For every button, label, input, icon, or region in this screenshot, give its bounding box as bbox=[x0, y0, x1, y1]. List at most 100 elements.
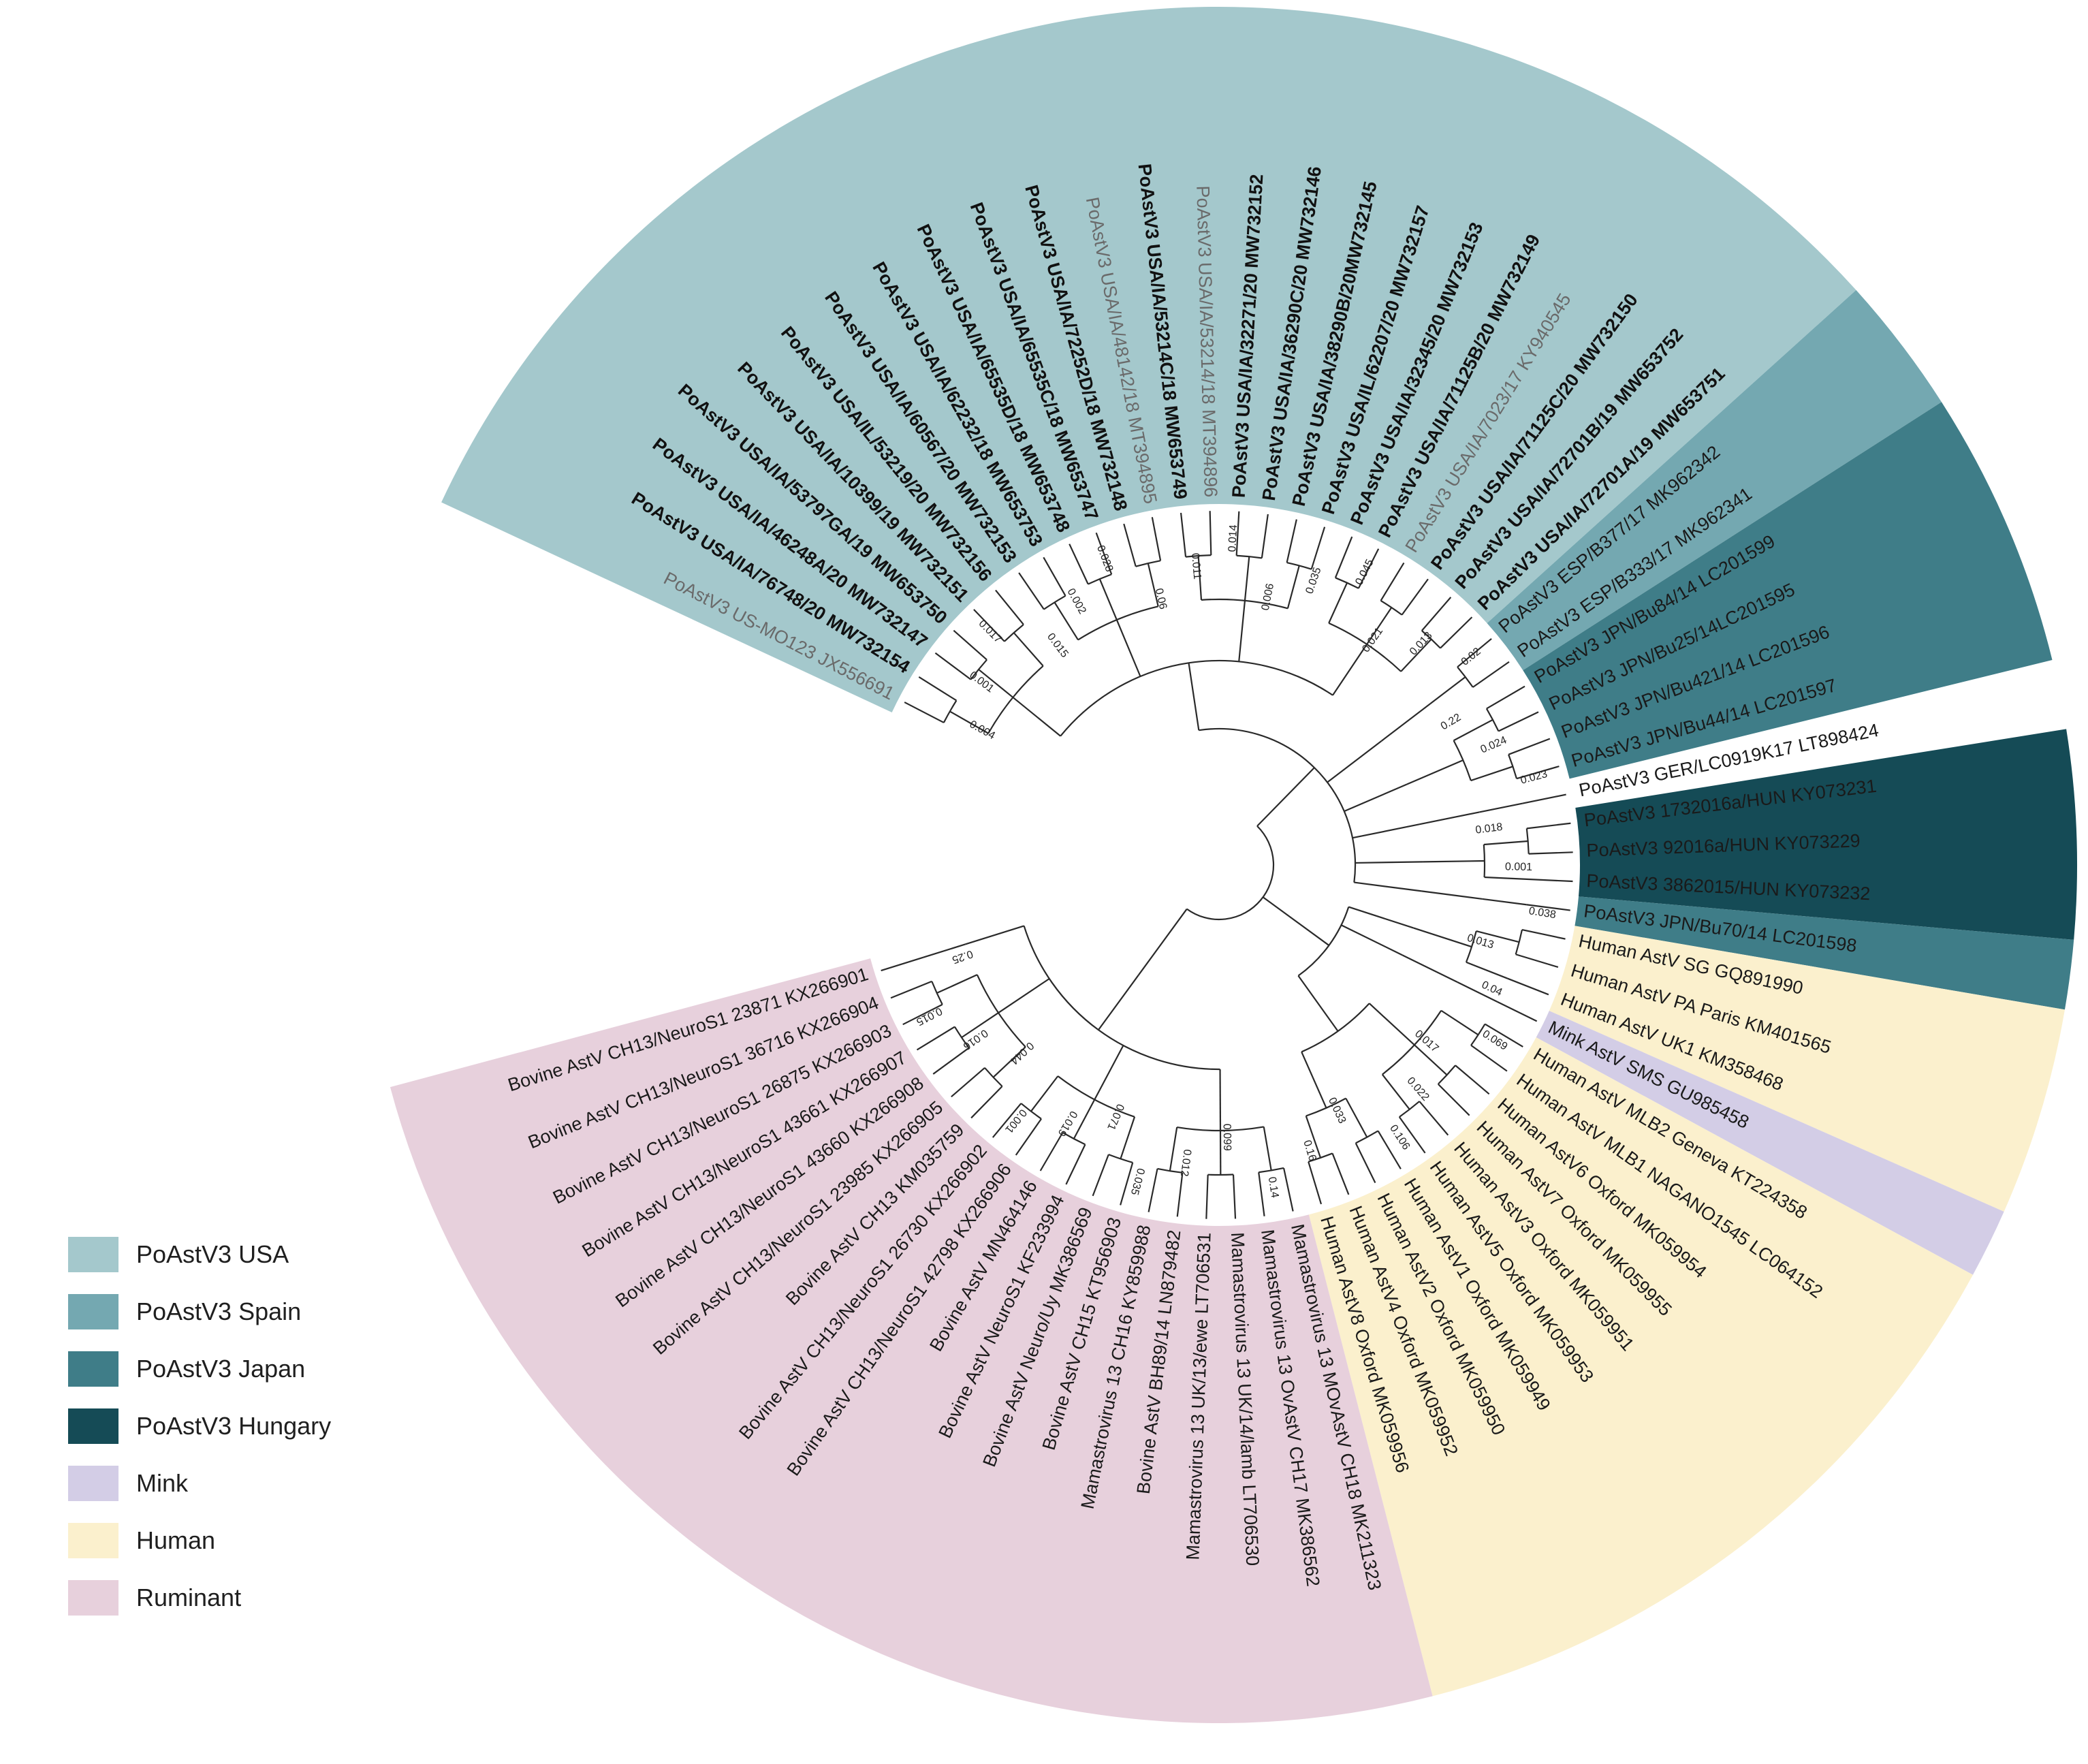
tree-branch bbox=[1148, 1168, 1158, 1212]
tree-node-arc bbox=[1421, 630, 1441, 649]
tree-branch bbox=[1169, 1127, 1178, 1171]
tree-branch bbox=[1030, 1075, 1059, 1112]
tree-branch bbox=[1238, 600, 1246, 662]
tree-node-arc bbox=[1077, 605, 1158, 641]
tree-branch bbox=[1507, 977, 1549, 996]
tree-branch bbox=[1205, 1174, 1209, 1219]
tree-branch bbox=[1262, 896, 1330, 946]
tree-branch bbox=[1286, 519, 1297, 563]
tree-branch bbox=[1457, 981, 1498, 1003]
tree-branch bbox=[916, 1026, 955, 1051]
tree-branch bbox=[1429, 676, 1466, 705]
tree-branch bbox=[1453, 719, 1493, 742]
clade-sector-usa bbox=[441, 6, 1856, 713]
tree-branch bbox=[1176, 1172, 1184, 1217]
branch-support-label: 0.001 bbox=[1505, 861, 1532, 873]
tree-branch bbox=[1012, 697, 1061, 737]
tree-branch bbox=[1406, 759, 1464, 785]
tree-branch bbox=[1413, 927, 1472, 948]
tree-branch bbox=[1380, 562, 1405, 601]
tree-branch bbox=[1486, 685, 1525, 710]
branch-support-label: 0.015 bbox=[915, 1005, 944, 1027]
tree-branch bbox=[973, 609, 1005, 642]
tree-branch bbox=[902, 1003, 943, 1026]
legend-label: PoAstV3 USA bbox=[136, 1240, 289, 1268]
tree-branch bbox=[1043, 556, 1066, 597]
tree-branch bbox=[1516, 766, 1560, 780]
legend-label: PoAstV3 Hungary bbox=[136, 1412, 332, 1440]
legend-label: Human bbox=[136, 1526, 216, 1554]
tree-branch bbox=[1263, 1127, 1272, 1171]
tree-branch bbox=[1402, 954, 1458, 983]
tree-branch bbox=[1484, 1023, 1523, 1048]
legend-item-ruminant: Ruminant bbox=[68, 1569, 449, 1626]
tree-branch bbox=[992, 1103, 1022, 1138]
tree-branch bbox=[1455, 1065, 1490, 1095]
legend-swatch bbox=[68, 1237, 118, 1272]
legend-item-mink: Mink bbox=[68, 1455, 449, 1512]
tree-branch bbox=[1120, 1162, 1134, 1206]
tree-branch bbox=[1526, 822, 1571, 830]
legend-swatch bbox=[68, 1466, 118, 1501]
tree-branch bbox=[1151, 517, 1162, 561]
tree-branch bbox=[1496, 1001, 1538, 1022]
tree-branch bbox=[1232, 1174, 1237, 1219]
tree-branch bbox=[1327, 740, 1382, 783]
clade-sector-mink bbox=[1536, 1011, 2004, 1275]
legend-label: Ruminant bbox=[136, 1584, 242, 1611]
tree-branch bbox=[918, 676, 957, 702]
tree-node-arc bbox=[1199, 727, 1357, 883]
clade-sector-japan bbox=[1575, 896, 2074, 1010]
tree-branch bbox=[936, 974, 978, 994]
tree-branch bbox=[1258, 1172, 1265, 1216]
tree-branch bbox=[1377, 1130, 1402, 1169]
tree-branch bbox=[1521, 928, 1566, 940]
tree-branch bbox=[1526, 904, 1570, 911]
tree-branch bbox=[1357, 548, 1380, 589]
tree-branch bbox=[1528, 851, 1573, 855]
branch-support-label: 0.002 bbox=[1064, 586, 1088, 616]
tree-branch bbox=[1457, 637, 1492, 668]
clade-sector-ruminant bbox=[390, 958, 1433, 1723]
tree-branch bbox=[1352, 823, 1420, 839]
tree-branch bbox=[965, 925, 1024, 945]
tree-node-arc bbox=[1020, 1103, 1042, 1120]
tree-branch bbox=[1355, 861, 1423, 864]
tree-branch bbox=[1092, 1154, 1109, 1197]
tree-branch bbox=[1147, 563, 1159, 607]
tree-branch bbox=[1039, 1132, 1064, 1171]
legend-swatch bbox=[68, 1351, 118, 1387]
legend-swatch bbox=[68, 1523, 118, 1558]
tree-branch bbox=[1478, 802, 1523, 813]
tree-node-arc bbox=[1465, 930, 1477, 963]
tree-node-arc bbox=[1201, 598, 1288, 610]
tree-branch bbox=[1073, 1099, 1096, 1139]
branch-support-label: 0.018 bbox=[1475, 821, 1504, 836]
legend-item-usa: PoAstV3 USA bbox=[68, 1226, 449, 1283]
branch-support-label: 0.015 bbox=[1045, 631, 1071, 660]
branch-support-label: 0.022 bbox=[1405, 1075, 1431, 1103]
clade-sector-spain bbox=[1487, 289, 1942, 671]
branch-support-label: 0.004 bbox=[968, 719, 997, 742]
tree-branch bbox=[1094, 1045, 1124, 1101]
tree-node-arc bbox=[1060, 659, 1333, 737]
tree-node-arc bbox=[1308, 1152, 1333, 1163]
branch-support-label: 0.14 bbox=[1266, 1176, 1281, 1199]
tree-branch bbox=[1470, 766, 1513, 782]
tree-branch bbox=[1018, 572, 1045, 610]
branch-support-label: 0.016 bbox=[961, 1027, 990, 1052]
branch-support-label: 0.014 bbox=[1227, 524, 1239, 552]
tree-branch bbox=[1116, 619, 1141, 677]
tree-branch bbox=[1334, 536, 1353, 578]
tree-branch bbox=[1522, 793, 1566, 804]
tree-node-arc bbox=[984, 1067, 1003, 1087]
branch-support-label: 0.028 bbox=[1094, 544, 1115, 574]
tree-branch bbox=[1472, 661, 1510, 688]
tree-branch bbox=[949, 710, 989, 734]
tree-branch bbox=[1483, 840, 1528, 846]
clade-legend: PoAstV3 USA PoAstV3 Spain PoAstV3 Japan PoA… bbox=[68, 1226, 449, 1626]
branch-support-label: 0.013 bbox=[1408, 630, 1435, 658]
tree-branch bbox=[951, 1067, 985, 1098]
tree-branch bbox=[1440, 1009, 1479, 1036]
